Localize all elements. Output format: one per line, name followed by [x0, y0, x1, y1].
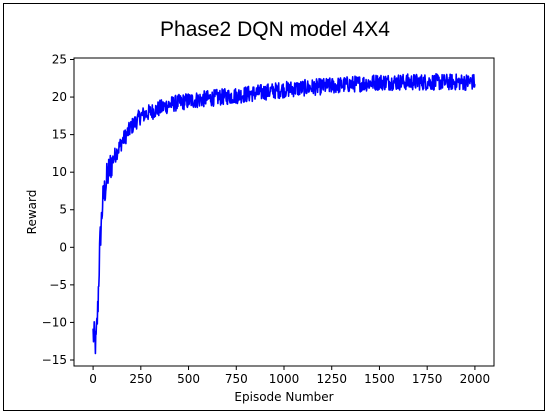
x-axis-label: Episode Number [234, 390, 333, 404]
x-tick-label: 500 [177, 372, 200, 386]
x-tick-label: 1250 [316, 372, 347, 386]
y-tick-label: −15 [42, 353, 67, 367]
y-tick-label: −5 [49, 278, 67, 292]
series-line [92, 73, 476, 355]
y-tick-label: −10 [42, 315, 67, 329]
y-tick-label: 10 [52, 165, 67, 179]
y-tick-label: 25 [52, 53, 67, 67]
x-tick-label: 1000 [269, 372, 300, 386]
x-tick-label: 2000 [460, 372, 491, 386]
y-tick-label: 0 [59, 240, 67, 254]
x-tick-label: 0 [89, 372, 97, 386]
y-axis-label: Reward [25, 190, 39, 235]
x-tick-label: 750 [225, 372, 248, 386]
x-tick-label: 1750 [412, 372, 443, 386]
y-tick-label: 15 [52, 128, 67, 142]
chart-title: Phase2 DQN model 4X4 [160, 18, 390, 41]
plot-area [74, 58, 494, 366]
y-tick-label: 20 [52, 90, 67, 104]
y-tick-label: 5 [59, 203, 67, 217]
x-tick-label: 250 [129, 372, 152, 386]
x-tick-label: 1500 [364, 372, 395, 386]
